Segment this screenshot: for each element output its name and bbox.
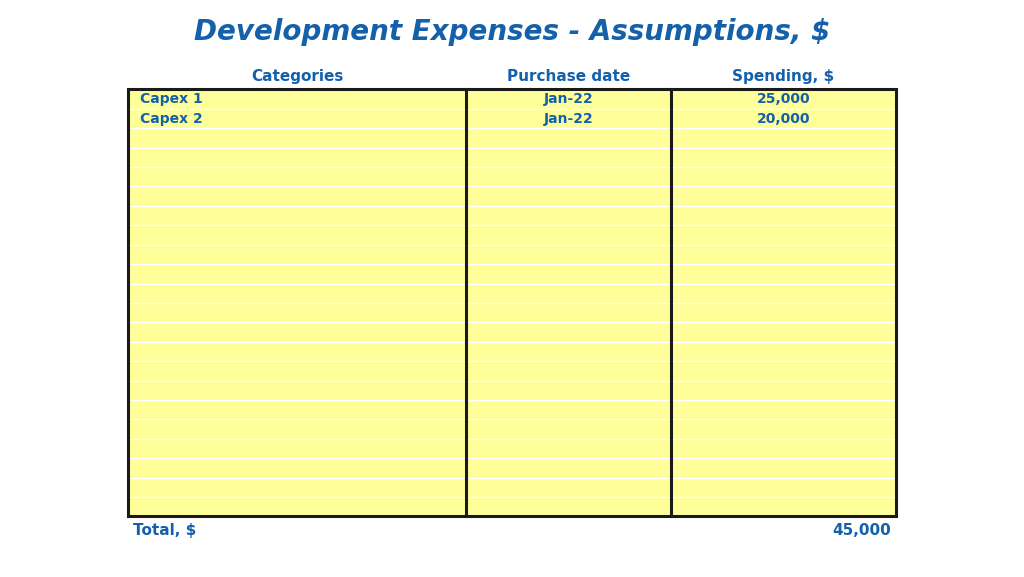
Bar [128,89,896,516]
Text: 20,000: 20,000 [757,111,810,126]
Text: 45,000: 45,000 [833,523,891,538]
Text: Jan-22: Jan-22 [544,92,593,106]
Text: Categories: Categories [251,69,343,84]
Bar [128,89,896,516]
Text: Jan-22: Jan-22 [544,111,593,126]
Text: 25,000: 25,000 [757,92,810,106]
Text: Total, $: Total, $ [133,523,197,538]
Text: Development Expenses - Assumptions, $: Development Expenses - Assumptions, $ [194,18,830,46]
Text: Spending, $: Spending, $ [732,69,835,84]
Text: Capex 2: Capex 2 [140,111,203,126]
Text: Capex 1: Capex 1 [140,92,203,106]
Text: Purchase date: Purchase date [507,69,630,84]
